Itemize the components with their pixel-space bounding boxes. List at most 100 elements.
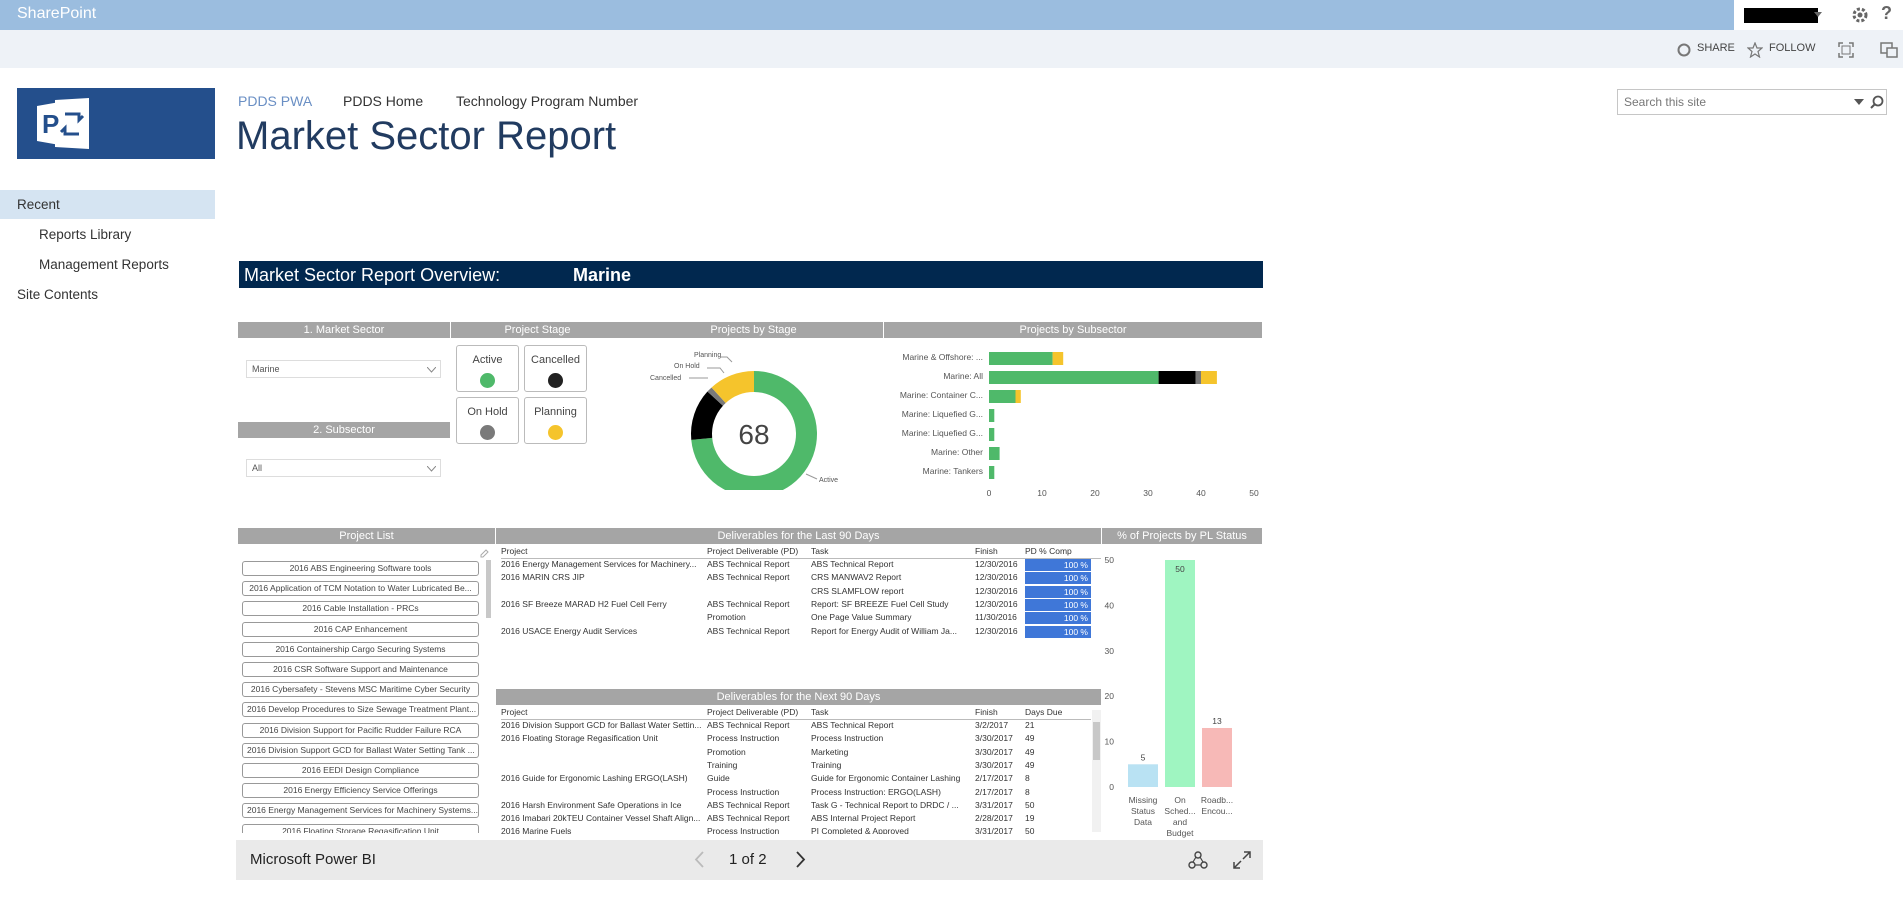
share-icon[interactable] — [1676, 43, 1692, 57]
subsector-bar[interactable] — [1015, 390, 1021, 403]
star-icon[interactable] — [1747, 42, 1763, 58]
pl-status-bar[interactable] — [1128, 764, 1158, 787]
table-row[interactable]: 2016 Energy Management Services for Mach… — [501, 559, 1101, 572]
next90-column-header[interactable]: Task — [811, 707, 829, 717]
stage-cancelled-button[interactable]: Cancelled — [524, 345, 587, 392]
search-input[interactable]: Search this site — [1617, 89, 1887, 115]
next90-cell: Process Instruction — [811, 733, 884, 744]
stage-active-button[interactable]: Active — [456, 345, 519, 392]
sharepoint-brand[interactable]: SharePoint — [17, 5, 97, 22]
subsector-bar[interactable] — [1158, 371, 1196, 384]
subsector-bar[interactable] — [1201, 371, 1217, 384]
last90-column-header[interactable]: Task — [811, 546, 829, 556]
last90-column-header[interactable]: Project Deliverable (PD) — [707, 546, 799, 556]
project-list-item[interactable]: 2016 EEDI Design Compliance — [242, 763, 479, 778]
project-list-item[interactable]: 2016 Energy Efficiency Service Offerings — [242, 783, 479, 799]
last90-column-header[interactable]: Finish — [975, 546, 998, 556]
donut-slice-planning[interactable] — [711, 371, 754, 403]
eraser-icon[interactable] — [479, 548, 489, 558]
search-scope-dropdown-icon[interactable] — [1854, 99, 1864, 105]
help-icon[interactable]: ? — [1881, 3, 1892, 23]
project-list-item[interactable]: 2016 Cybersafety - Stevens MSC Maritime … — [242, 682, 479, 698]
table-row[interactable]: 2016 Imabari 20kTEU Container Vessel Sha… — [501, 813, 1091, 826]
table-row[interactable]: Promotion Marketing 3/30/2017 49 — [501, 747, 1091, 760]
next-page-icon[interactable] — [796, 851, 806, 868]
subsector-bar[interactable] — [989, 447, 1000, 460]
pl-status-bar[interactable] — [1202, 727, 1232, 787]
subsector-category-label: Marine & Offshore: ... — [902, 352, 983, 362]
table-row[interactable]: Promotion One Page Value Summary 11/30/201… — [501, 612, 1101, 625]
project-list-item[interactable]: 2016 Division Support GCD for Ballast Wa… — [242, 742, 479, 758]
last90-column-header[interactable]: Project — [501, 546, 528, 556]
project-list-scrollbar[interactable] — [486, 560, 491, 618]
stage-planning-button[interactable]: Planning — [524, 397, 587, 444]
quicklaunch-site-contents[interactable]: Site Contents — [17, 287, 99, 302]
table-row[interactable]: 2016 Marine Fuels Process Instruction PI C… — [501, 826, 1091, 834]
subsector-bar[interactable] — [989, 409, 995, 422]
last90-cell: 2016 MARIN CRS JIP — [501, 572, 585, 583]
fullscreen-icon[interactable] — [1233, 851, 1251, 869]
next90-column-header[interactable]: Days Due — [1025, 707, 1063, 717]
project-list-item[interactable]: 2016 Cable Installation - PRCs — [242, 601, 479, 617]
project-list-item[interactable]: 2016 Containership Cargo Securing System… — [242, 641, 479, 657]
project-list-item[interactable]: 2016 CSR Software Support and Maintenanc… — [242, 662, 479, 677]
projects-by-subsector-header: Projects by Subsector — [884, 322, 1262, 338]
project-list-item[interactable]: 2016 Energy Management Services for Mach… — [242, 803, 479, 819]
donut-slice-cancelled[interactable] — [691, 391, 723, 440]
subsector-bar[interactable] — [1195, 371, 1201, 384]
market-sector-dropdown[interactable]: Marine — [246, 360, 441, 378]
stage-on-hold-button[interactable]: On Hold — [456, 397, 519, 444]
next90-column-header[interactable]: Project Deliverable (PD) — [707, 707, 799, 717]
share-button[interactable]: SHARE — [1697, 42, 1735, 54]
next90-column-header[interactable]: Finish — [975, 707, 998, 717]
subsector-bar[interactable] — [989, 371, 1159, 384]
donut-slice-on-hold[interactable] — [707, 387, 726, 406]
embed-icon[interactable] — [1880, 42, 1898, 58]
subsector-bar[interactable] — [989, 352, 1053, 365]
table-row[interactable]: 2016 Floating Storage Regasification Uni… — [501, 733, 1091, 746]
powerbi-brand[interactable]: Microsoft Power BI — [250, 851, 376, 868]
donut-slice-active[interactable] — [691, 371, 817, 490]
previous-page-icon[interactable] — [694, 851, 704, 868]
gear-icon[interactable] — [1851, 6, 1869, 24]
quicklaunch-reports-library[interactable]: Reports Library — [39, 227, 132, 242]
next90-scrollbar[interactable] — [1092, 710, 1101, 832]
table-row[interactable]: 2016 Guide for Ergonomic Lashing ERGO(LA… — [501, 773, 1091, 786]
next90-column-header[interactable]: Project — [501, 707, 528, 717]
project-list-item[interactable]: 2016 ABS Engineering Software tools — [242, 561, 479, 576]
search-icon[interactable] — [1870, 95, 1884, 109]
pl-status-bar[interactable] — [1165, 560, 1195, 787]
table-row[interactable]: 2016 SF Breeze MARAD H2 Fuel Cell Ferry A… — [501, 598, 1101, 612]
focus-mode-icon[interactable] — [1838, 42, 1854, 58]
table-row[interactable]: CRS SLAMFLOW report 12/30/2016 100 % — [501, 585, 1101, 599]
subsector-bar[interactable] — [989, 466, 995, 479]
table-row[interactable]: 2016 MARIN CRS JIP ABS Technical Report CR… — [501, 572, 1101, 585]
table-row[interactable]: 2016 Harsh Environment Safe Operations i… — [501, 800, 1091, 813]
table-row[interactable]: 2016 Division Support GCD for Ballast Wa… — [501, 720, 1091, 733]
subsector-dropdown[interactable]: All — [246, 459, 441, 477]
next90-scroll-thumb[interactable] — [1093, 722, 1100, 760]
share-report-icon[interactable] — [1188, 850, 1208, 870]
table-row[interactable]: Process Instruction Process Instruction: … — [501, 787, 1091, 800]
site-logo[interactable]: P — [17, 88, 215, 159]
redacted-user-name[interactable] — [1744, 8, 1818, 23]
project-list-item[interactable]: 2016 Application of TCM Notation to Wate… — [242, 581, 479, 597]
nav-technology-program-number[interactable]: Technology Program Number — [456, 93, 639, 109]
project-list-item[interactable]: 2016 CAP Enhancement — [242, 621, 479, 637]
quicklaunch-management-reports[interactable]: Management Reports — [39, 257, 169, 272]
subsector-bar[interactable] — [989, 428, 995, 441]
subsector-bar[interactable] — [989, 390, 1016, 403]
project-list-item[interactable]: 2016 Floating Storage Regasification Uni… — [242, 823, 479, 833]
project-list-item[interactable]: 2016 Develop Procedures to Size Sewage T… — [242, 702, 479, 718]
breadcrumb-pdds-pwa[interactable]: PDDS PWA — [238, 93, 313, 109]
follow-button[interactable]: FOLLOW — [1769, 42, 1816, 54]
last90-column-header[interactable]: PD % Comp — [1025, 546, 1072, 556]
project-list-item[interactable]: 2016 Division Support for Pacific Rudder… — [242, 722, 479, 738]
nav-pdds-home[interactable]: PDDS Home — [343, 93, 424, 109]
quicklaunch-recent[interactable]: Recent — [17, 197, 60, 212]
project-list[interactable]: 2016 ABS Engineering Software tools 2016 … — [242, 561, 482, 833]
table-row[interactable]: 2016 USACE Energy Audit Services ABS Tech… — [501, 625, 1101, 639]
chevron-down-icon[interactable] — [1814, 12, 1822, 18]
table-row[interactable]: Training Training 3/30/2017 49 — [501, 760, 1091, 773]
subsector-bar[interactable] — [1052, 352, 1064, 365]
